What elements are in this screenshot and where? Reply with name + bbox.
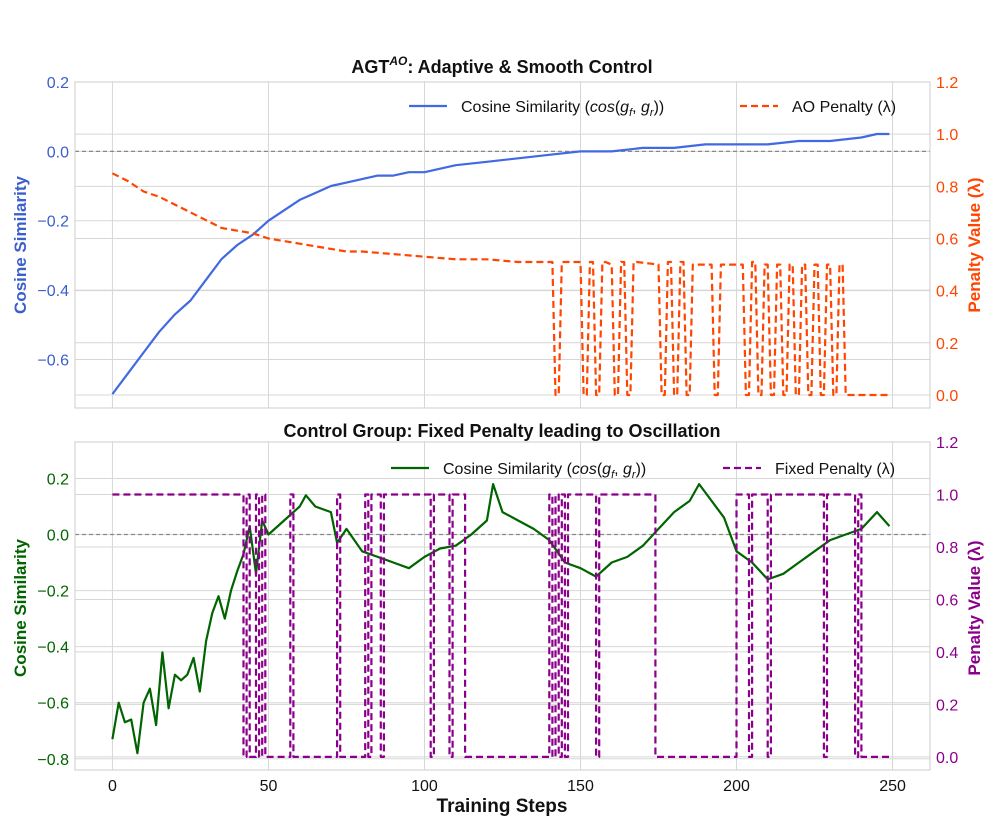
- top-plot-frame: [74, 81, 931, 409]
- x-tick-label: 100: [411, 778, 438, 795]
- right-tick-label: 1.0: [936, 487, 958, 504]
- x-tick-label: 200: [723, 778, 750, 795]
- bot-series-cosine-line: [111, 483, 891, 755]
- left-tick-label: −0.8: [37, 752, 69, 769]
- bottom-grid: [75, 441, 930, 770]
- right-tick-label: 0.2: [936, 336, 958, 353]
- top-left-ticks: 0.2 0.0 −0.2 −0.4 −0.6: [37, 75, 69, 369]
- bottom-x-ticks: 0 50 100 150 200 250: [108, 778, 906, 795]
- right-tick-label: 1.0: [936, 127, 958, 144]
- top-legend: Cosine Similarity (cos(gf, gr)) AO Penal…: [409, 99, 896, 119]
- top-legend-cosine: Cosine Similarity (cos(gf, gr)): [461, 99, 664, 119]
- top-grid: [75, 81, 930, 408]
- bottom-right-axis-label: Penalty Value (λ): [965, 540, 984, 675]
- top-right-ticks: 1.2 1.0 0.8 0.6 0.4 0.2 0.0: [936, 75, 958, 405]
- left-tick-label: 0.0: [47, 144, 69, 161]
- bottom-left-ticks: 0.2 0.0 −0.2 −0.4 −0.6 −0.8: [37, 471, 69, 768]
- x-tick-label: 50: [260, 778, 278, 795]
- bottom-left-axis-label: Cosine Similarity: [11, 538, 30, 676]
- left-tick-label: −0.2: [37, 214, 69, 231]
- left-tick-label: 0.2: [47, 75, 69, 92]
- left-tick-label: −0.6: [37, 696, 69, 713]
- bottom-legend-penalty: Fixed Penalty (λ): [775, 461, 895, 478]
- right-tick-label: 0.8: [936, 540, 958, 557]
- top-series-penalty-line: [111, 172, 890, 397]
- right-tick-label: 1.2: [936, 435, 958, 452]
- x-tick-label: 150: [567, 778, 594, 795]
- bottom-plot-frame: [74, 441, 931, 771]
- right-tick-label: 1.2: [936, 75, 958, 92]
- top-chart: 0.2 0.0 −0.2 −0.4 −0.6 1.2 1.0 0.8 0.6 0.4 0.2 0.0…: [11, 54, 984, 409]
- x-tick-label: 0: [108, 778, 117, 795]
- top-left-axis-label: Cosine Similarity: [11, 175, 30, 313]
- left-tick-label: 0.0: [47, 528, 69, 545]
- left-tick-label: −0.2: [37, 584, 69, 601]
- right-tick-label: 0.6: [936, 231, 958, 248]
- x-axis-label: Training Steps: [437, 796, 568, 817]
- top-legend-penalty: AO Penalty (λ): [792, 99, 896, 116]
- right-tick-label: 0.2: [936, 697, 958, 714]
- bottom-legend-cosine: Cosine Similarity (cos(gf, gr)): [443, 461, 646, 481]
- top-right-axis-label: Penalty Value (λ): [965, 177, 984, 312]
- right-tick-label: 0.4: [936, 645, 958, 662]
- bottom-series: [111, 483, 891, 759]
- bot-series-penalty-line: [112, 493, 890, 759]
- left-tick-label: 0.2: [47, 471, 69, 488]
- right-tick-label: 0.6: [936, 592, 958, 609]
- top-series-cosine-line: [111, 132, 890, 395]
- top-title: AGTAO: Adaptive & Smooth Control: [351, 54, 652, 77]
- bottom-right-ticks: 1.2 1.0 0.8 0.6 0.4 0.2 0.0: [936, 435, 958, 767]
- bottom-legend: Cosine Similarity (cos(gf, gr)) Fixed Pe…: [391, 461, 895, 481]
- right-tick-label: 0.0: [936, 750, 958, 767]
- right-tick-label: 0.4: [936, 284, 958, 301]
- bottom-chart: 0.2 0.0 −0.2 −0.4 −0.6 −0.8 1.2 1.0 0.8 0.6 0.4 0.…: [11, 421, 984, 817]
- x-tick-label: 250: [879, 778, 906, 795]
- bottom-title: Control Group: Fixed Penalty leading to …: [283, 421, 720, 441]
- left-tick-label: −0.6: [37, 352, 69, 369]
- right-tick-label: 0.0: [936, 388, 958, 405]
- left-tick-label: −0.4: [37, 283, 69, 300]
- right-tick-label: 0.8: [936, 179, 958, 196]
- top-series: [111, 132, 890, 397]
- left-tick-label: −0.4: [37, 640, 69, 657]
